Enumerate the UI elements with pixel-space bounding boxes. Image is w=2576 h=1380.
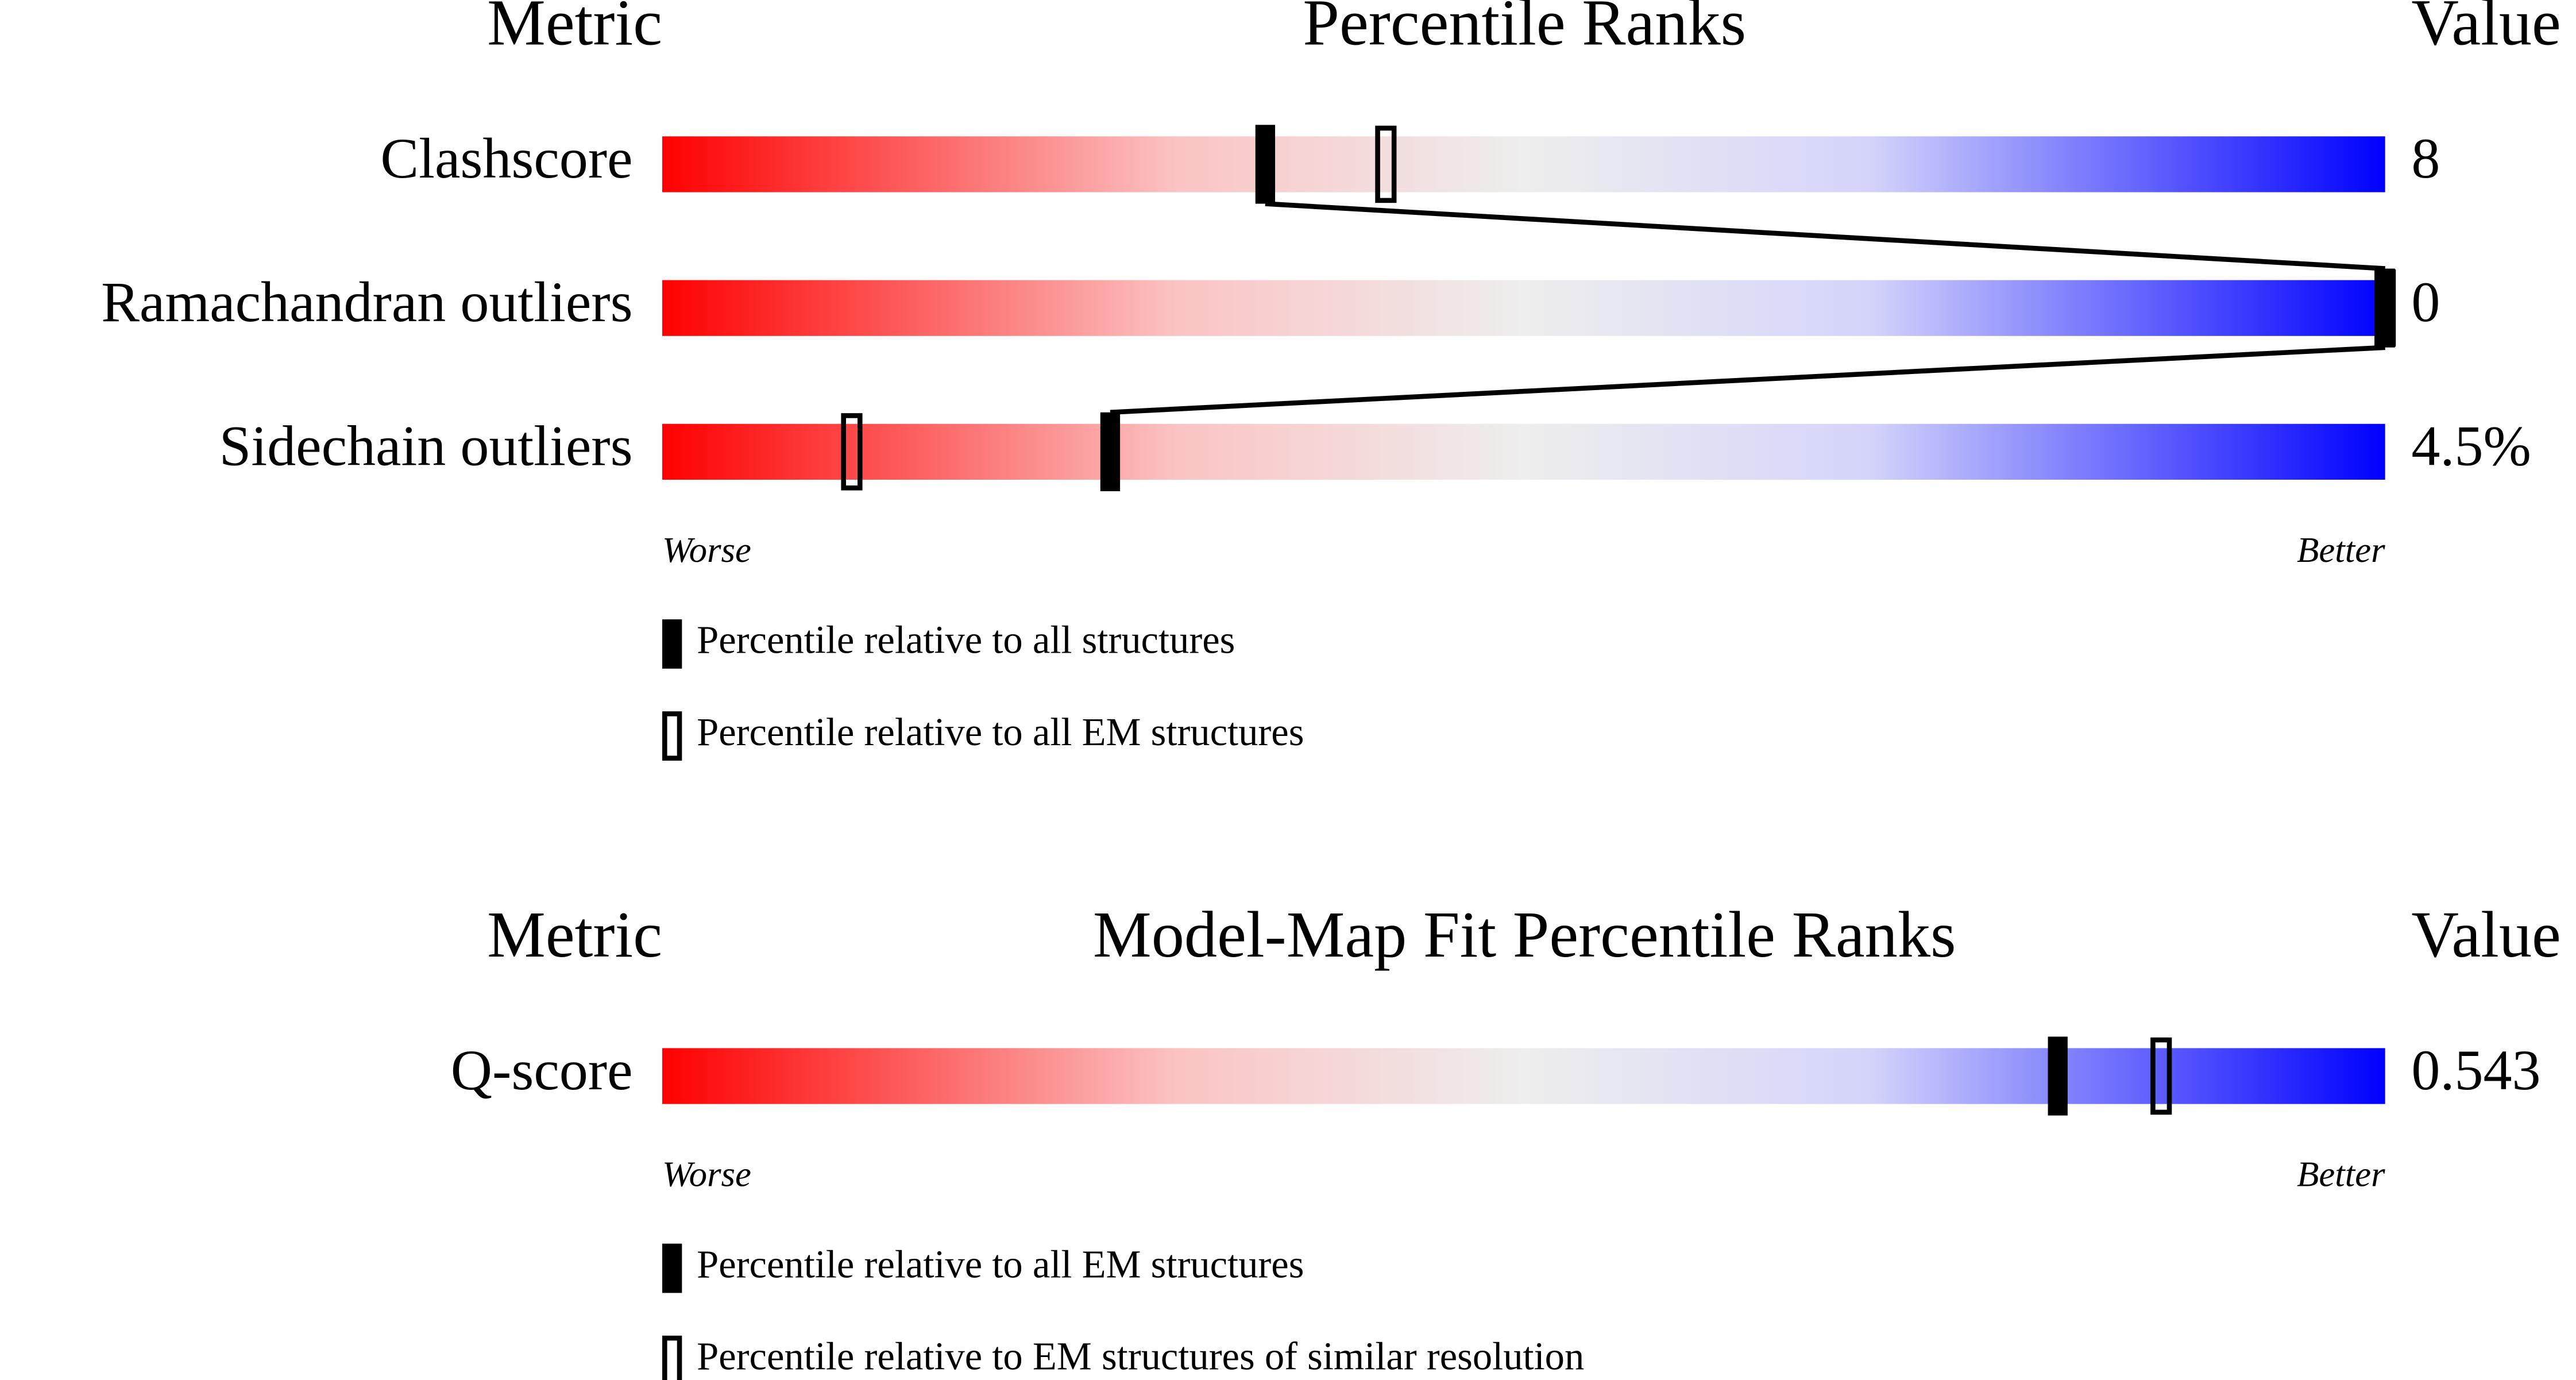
percentile-bar xyxy=(662,136,2385,192)
worse-label: Worse xyxy=(662,1154,751,1194)
percentile-bar xyxy=(662,1048,2385,1104)
connector xyxy=(1110,345,2385,415)
metric-label: Ramachandran outliers xyxy=(101,270,632,334)
marker-filled xyxy=(1100,412,1121,491)
connector xyxy=(1265,201,2385,271)
better-label: Better xyxy=(2297,530,2385,570)
percentile-bar xyxy=(662,280,2385,336)
metric-value: 4.5% xyxy=(2411,414,2531,477)
header-value: Value xyxy=(2411,898,2560,971)
header-metric: Metric xyxy=(487,898,662,971)
better-label: Better xyxy=(2297,1154,2385,1194)
legend-icon-filled xyxy=(662,1243,682,1293)
legend-label: Percentile relative to EM structures of … xyxy=(697,1334,1584,1378)
legend-icon-filled xyxy=(662,619,682,669)
legend-icon-outline xyxy=(662,711,682,761)
percentile-bar xyxy=(662,423,2385,480)
marker-filled xyxy=(2375,268,2395,348)
marker-outline xyxy=(2150,1037,2172,1115)
metric-label: Clashscore xyxy=(380,126,632,190)
header-value: Value xyxy=(2411,0,2560,59)
legend-label: Percentile relative to all EM structures xyxy=(697,1242,1304,1286)
legend-label: Percentile relative to all structures xyxy=(697,618,1235,662)
legend-label: Percentile relative to all EM structures xyxy=(697,710,1304,754)
header-title: Percentile Ranks xyxy=(1303,0,1746,59)
metric-value: 8 xyxy=(2411,126,2440,190)
header-metric: Metric xyxy=(487,0,662,59)
metric-value: 0.543 xyxy=(2411,1038,2540,1102)
marker-filled xyxy=(2048,1036,2068,1116)
marker-outline xyxy=(841,413,863,491)
header-title: Model-Map Fit Percentile Ranks xyxy=(1093,898,1956,971)
marker-outline xyxy=(1375,125,1397,203)
metric-value: 0 xyxy=(2411,270,2440,334)
marker-filled xyxy=(1255,125,1276,204)
worse-label: Worse xyxy=(662,530,751,570)
metric-label: Sidechain outliers xyxy=(219,414,633,477)
metric-label: Q-score xyxy=(451,1038,633,1102)
legend-icon-outline xyxy=(662,1335,682,1380)
